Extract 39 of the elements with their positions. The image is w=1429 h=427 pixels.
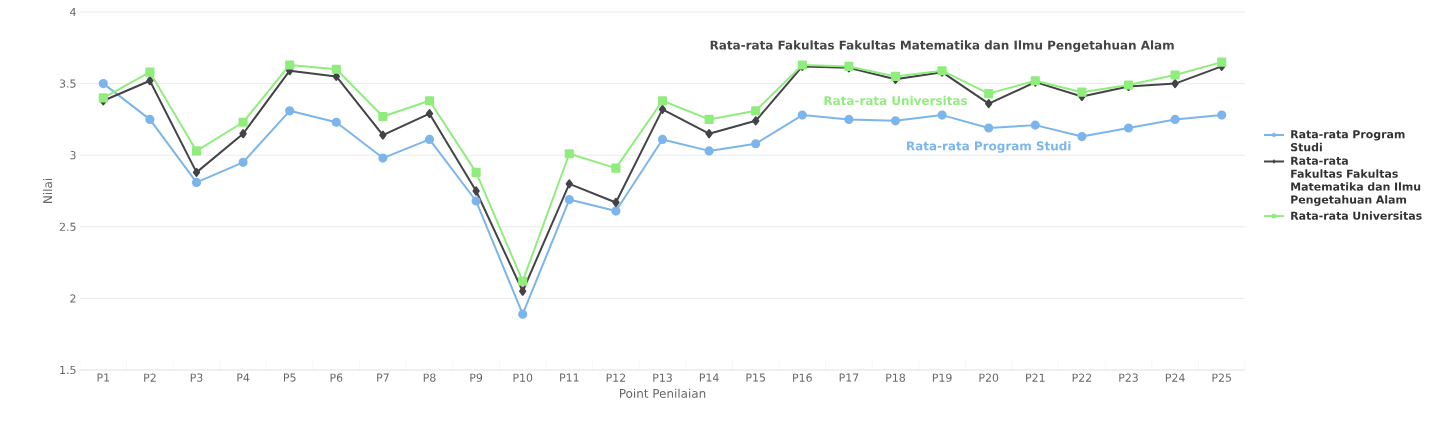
y-axis-title: Nilai	[42, 178, 53, 203]
y-tick-label: 4	[70, 8, 76, 16]
x-tick-label: P17	[839, 373, 859, 382]
legend-label: Rata-rata Program Studi	[1291, 130, 1405, 152]
y-tick-label: 3.5	[59, 79, 76, 88]
x-tick-label: P15	[746, 373, 766, 382]
x-tick-label: P6	[330, 373, 343, 382]
x-tick-label: P12	[606, 373, 626, 382]
y-tick-label: 3	[70, 151, 76, 160]
x-tick-label: P14	[699, 373, 719, 382]
x-tick-label: P13	[653, 373, 672, 382]
x-tick-label: P4	[237, 373, 250, 382]
legend-label: Rata-rata Fakultas Fakultas Matematika dan Ilmu Pengetahuan Alam	[1291, 156, 1421, 206]
y-tick-label: 2	[70, 294, 76, 303]
x-tick-label: P22	[1072, 373, 1092, 382]
y-tick-label: 2.5	[59, 222, 76, 231]
y-tick-label: 1.5	[60, 365, 76, 375]
legend-label: Rata-rata Universitas	[1291, 211, 1422, 220]
annotation: Rata-rata Program Studi	[907, 141, 1071, 153]
x-tick-label: P9	[470, 373, 483, 382]
annotation: Rata-rata Fakultas Fakultas Matematika dan Ilmu Pengetahuan Alam	[710, 40, 1174, 52]
x-tick-label: P23	[1119, 373, 1138, 382]
x-tick-label: P3	[190, 373, 203, 382]
x-tick-label: P18	[886, 373, 906, 382]
annotation: Rata-rata Universitas	[824, 95, 968, 106]
x-tick-label: P20	[979, 373, 999, 382]
x-tick-label: P2	[144, 373, 156, 382]
x-tick-label: P21	[1026, 373, 1045, 382]
x-tick-label: P19	[932, 373, 952, 382]
x-tick-label: P24	[1165, 373, 1185, 382]
x-tick-label: P11	[560, 373, 579, 382]
x-tick-label: P25	[1212, 373, 1232, 382]
x-axis-title: Point Penilaian	[619, 388, 706, 398]
x-tick-label: P16	[793, 373, 812, 382]
x-tick-label: P5	[283, 373, 296, 382]
x-tick-label: P10	[513, 373, 533, 382]
x-tick-label: P1	[97, 373, 110, 382]
x-tick-label: P8	[423, 373, 436, 382]
x-tick-label: P7	[377, 373, 389, 382]
